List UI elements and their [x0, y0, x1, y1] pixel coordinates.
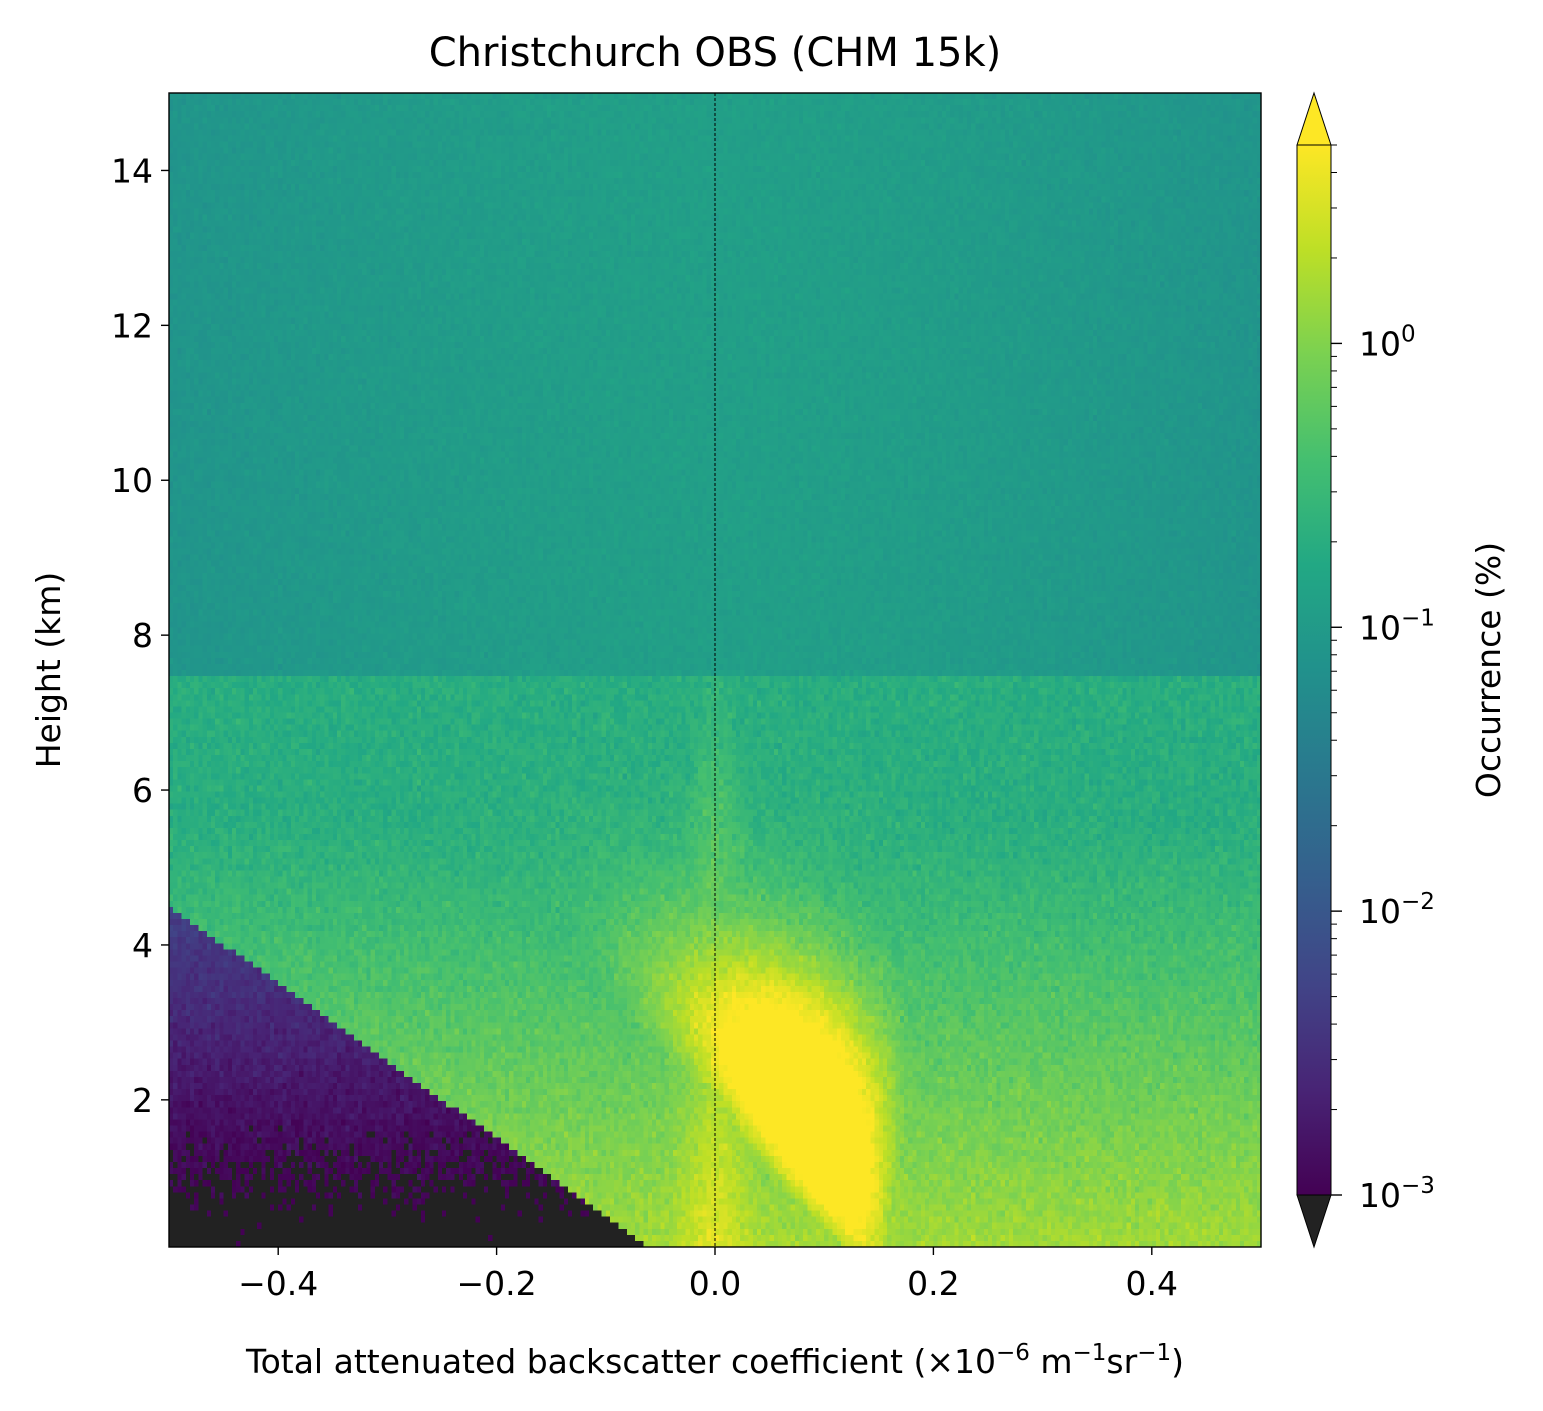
colorbar-tick-label-0: 100: [1359, 321, 1416, 363]
colorbar-gradient: [1297, 145, 1331, 1195]
colorbar-ticks: 100 10−1 10−2 10−3: [1331, 144, 1435, 1215]
x-axis-label-close: ): [1171, 1342, 1184, 1381]
colorbar-extend-top: [1296, 91, 1332, 146]
colorbar-frame: [1296, 144, 1332, 1196]
colorbar: 100 10−1 10−2 10−3 Occurrence (%): [1296, 91, 1508, 1249]
y-tick-label-5: 12: [111, 306, 153, 345]
y-tick-label-4: 10: [111, 461, 153, 500]
colorbar-label: Occurrence (%): [1469, 542, 1508, 798]
x-tick-label-2: 0.0: [689, 1264, 741, 1303]
y-tick-label-1: 4: [132, 926, 153, 965]
y-tick-label-0: 2: [132, 1081, 153, 1120]
colorbar-tick-label-1: 10−1: [1359, 605, 1435, 647]
x-axis-label-unit-m: m: [1030, 1342, 1073, 1381]
x-tick-label-4: 0.4: [1126, 1264, 1178, 1303]
x-tick-label-1: −0.2: [457, 1264, 537, 1303]
colorbar-tick-label-2: 10−2: [1359, 889, 1435, 931]
chart-title: Christchurch OBS (CHM 15k): [429, 30, 1002, 76]
x-axis-label-exponent-sr: −1: [1137, 1340, 1171, 1366]
colorbar-tick-label-3: 10−3: [1359, 1173, 1435, 1215]
x-axis-label-exponent-m: −1: [1073, 1340, 1107, 1366]
plot-area: [168, 92, 1262, 1248]
y-tick-label-6: 14: [111, 151, 153, 190]
y-axis-label: Height (km): [29, 572, 68, 769]
x-tick-label-0: −0.4: [238, 1264, 318, 1303]
x-axis-label: Total attenuated backscatter coefficient…: [245, 1340, 1184, 1381]
y-axis: 2 4 6 8 10 12 14: [111, 151, 169, 1120]
x-tick-label-3: 0.2: [907, 1264, 959, 1303]
x-axis: −0.4 −0.2 0.0 0.2 0.4: [238, 1247, 1178, 1303]
y-tick-label-2: 6: [132, 771, 153, 810]
colorbar-extend-bottom: [1296, 1194, 1332, 1249]
y-tick-label-3: 8: [132, 616, 153, 655]
x-axis-label-exponent: −6: [996, 1340, 1030, 1366]
x-axis-label-unit-sr: sr: [1106, 1342, 1137, 1381]
x-axis-label-text: Total attenuated backscatter coefficient…: [245, 1342, 996, 1381]
